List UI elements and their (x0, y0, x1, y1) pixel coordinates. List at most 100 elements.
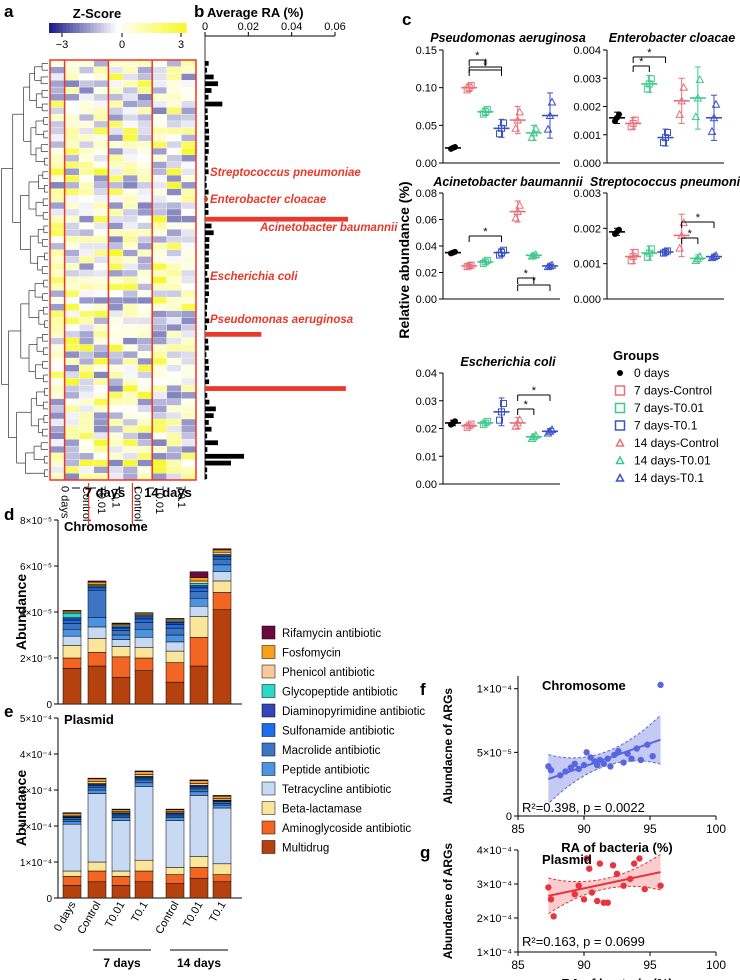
confidence-lower (548, 885, 661, 915)
heatmap-cell (93, 344, 109, 352)
chart-ylabel: Abundacne of ARGs (441, 843, 455, 960)
heatmap-cell (49, 175, 65, 183)
sig-star: * (483, 57, 488, 69)
y-tick-label: 0.08 (416, 188, 437, 200)
heatmap-cell (137, 208, 153, 216)
stacked-bar-segment (62, 819, 82, 822)
dotplot-2: Acinetobacter baumannii 0.00 0.02 0.04 0.06 0… (416, 175, 584, 306)
stacked-bar-segment (134, 870, 154, 883)
heatmap-cell (93, 418, 109, 426)
stacked-bar-segment (165, 813, 185, 817)
y-tick-label: 2×10⁻⁴ (477, 913, 513, 925)
heatmap-cell (79, 385, 94, 393)
heatmap-cell (108, 222, 124, 230)
heatmap-cell (93, 66, 109, 74)
stacked-bar-segment (111, 627, 131, 631)
heatmap-cell (64, 337, 80, 345)
heatmap-cell (152, 229, 167, 237)
ra-bar (205, 243, 210, 249)
stacked-bar-segment (111, 870, 131, 877)
heatmap-cell (166, 432, 182, 440)
heatmap-cell (181, 249, 197, 257)
ra-bar (205, 284, 209, 290)
heatmap-cell (108, 215, 124, 223)
legend-item: Aminoglycoside antibiotic (282, 823, 411, 835)
heatmap-cell (181, 235, 197, 244)
heatmap-cell (166, 93, 182, 101)
heatmap-cell (181, 418, 197, 426)
heatmap-cell (108, 452, 124, 460)
stacked-bar-segment (212, 551, 232, 555)
heatmap-cell (79, 161, 94, 169)
dotplot-title: Escherichia coli (460, 355, 556, 369)
heatmap-cell (93, 208, 109, 216)
scatter-point (580, 761, 588, 769)
stacked-bar-segment (189, 606, 209, 617)
heatmap-cell (64, 107, 80, 115)
heatmap-cell (64, 249, 80, 257)
heatmap-cell (79, 134, 94, 142)
ra-bar (205, 162, 208, 168)
heatmap-cell (64, 371, 80, 379)
heatmap-cell (181, 73, 197, 81)
heatmap-cell (166, 181, 182, 189)
y-tick-label: 3×10⁻⁴ (20, 786, 52, 797)
heatmap-cell (166, 385, 182, 393)
stacked-bar-segment (62, 817, 82, 820)
heatmap-cell (93, 80, 109, 88)
scatter-point (550, 913, 557, 920)
sig-star: * (639, 56, 644, 68)
heatmap-cell (93, 256, 109, 264)
heatmap-cell (122, 120, 138, 128)
y-tick-label: 0.04 (416, 241, 437, 253)
heatmap-cell (79, 222, 94, 230)
heatmap-cell (49, 73, 65, 81)
heatmap-cell (49, 459, 65, 467)
heatmap-cell (93, 310, 109, 318)
stacked-bar-segment (87, 638, 107, 653)
legend-groups: Groups 0 days 7 days-Control 7 days-T0.01 7 … (613, 348, 719, 485)
y-tick-label: 5×10⁻⁵ (477, 747, 512, 759)
stacked-bar-segment (134, 670, 154, 705)
point-marker (452, 418, 458, 425)
legend-item: Tetracycline antibiotic (282, 784, 392, 796)
heatmap-cell (137, 161, 153, 169)
scatter-point (562, 768, 569, 775)
legend-item: 7 days-T0.01 (634, 401, 704, 415)
heatmap-cell (64, 385, 80, 393)
heatmap-cell (49, 398, 65, 406)
stacked-bar-segment (62, 612, 82, 619)
heatmap-cell (49, 371, 65, 379)
y-tick-label: 0.001 (573, 259, 601, 271)
x-tick-label: 85 (511, 822, 525, 836)
heatmap-cell (181, 466, 197, 474)
point-marker (529, 432, 539, 441)
heatmap-cell (49, 134, 65, 142)
heatmap-cell (49, 276, 65, 284)
zscore-scale-cell (52, 23, 57, 33)
panel-a: Z-Score−3 0 30 days Control T0.01 T0.1 Control… (1, 6, 197, 524)
stacked-bar-segment (111, 876, 131, 886)
heatmap-cell (152, 290, 167, 298)
point-marker (647, 245, 655, 253)
heatmap-cell (49, 357, 65, 365)
point-marker (498, 124, 505, 132)
y-tick-label: 1×10⁻⁴ (20, 858, 52, 869)
heatmap-cell (166, 242, 182, 250)
heatmap-cell (152, 378, 167, 386)
heatmap-cell (137, 93, 153, 101)
heatmap-cell (108, 161, 124, 169)
species-annotation: Pseudomonas aeruginosa (210, 314, 354, 326)
heatmap-cell (137, 344, 153, 352)
heatmap-cell (93, 283, 109, 291)
heatmap-cell (122, 344, 138, 352)
x-tick-label: 100 (706, 958, 726, 972)
point-marker (545, 261, 555, 270)
ra-bar (205, 331, 262, 337)
ra-bar (205, 447, 208, 452)
sig-star: * (647, 47, 652, 59)
heatmap-cell (79, 263, 94, 271)
heatmap-cell (152, 175, 167, 183)
heatmap-cell (64, 283, 80, 291)
heatmap-cell (79, 357, 94, 365)
